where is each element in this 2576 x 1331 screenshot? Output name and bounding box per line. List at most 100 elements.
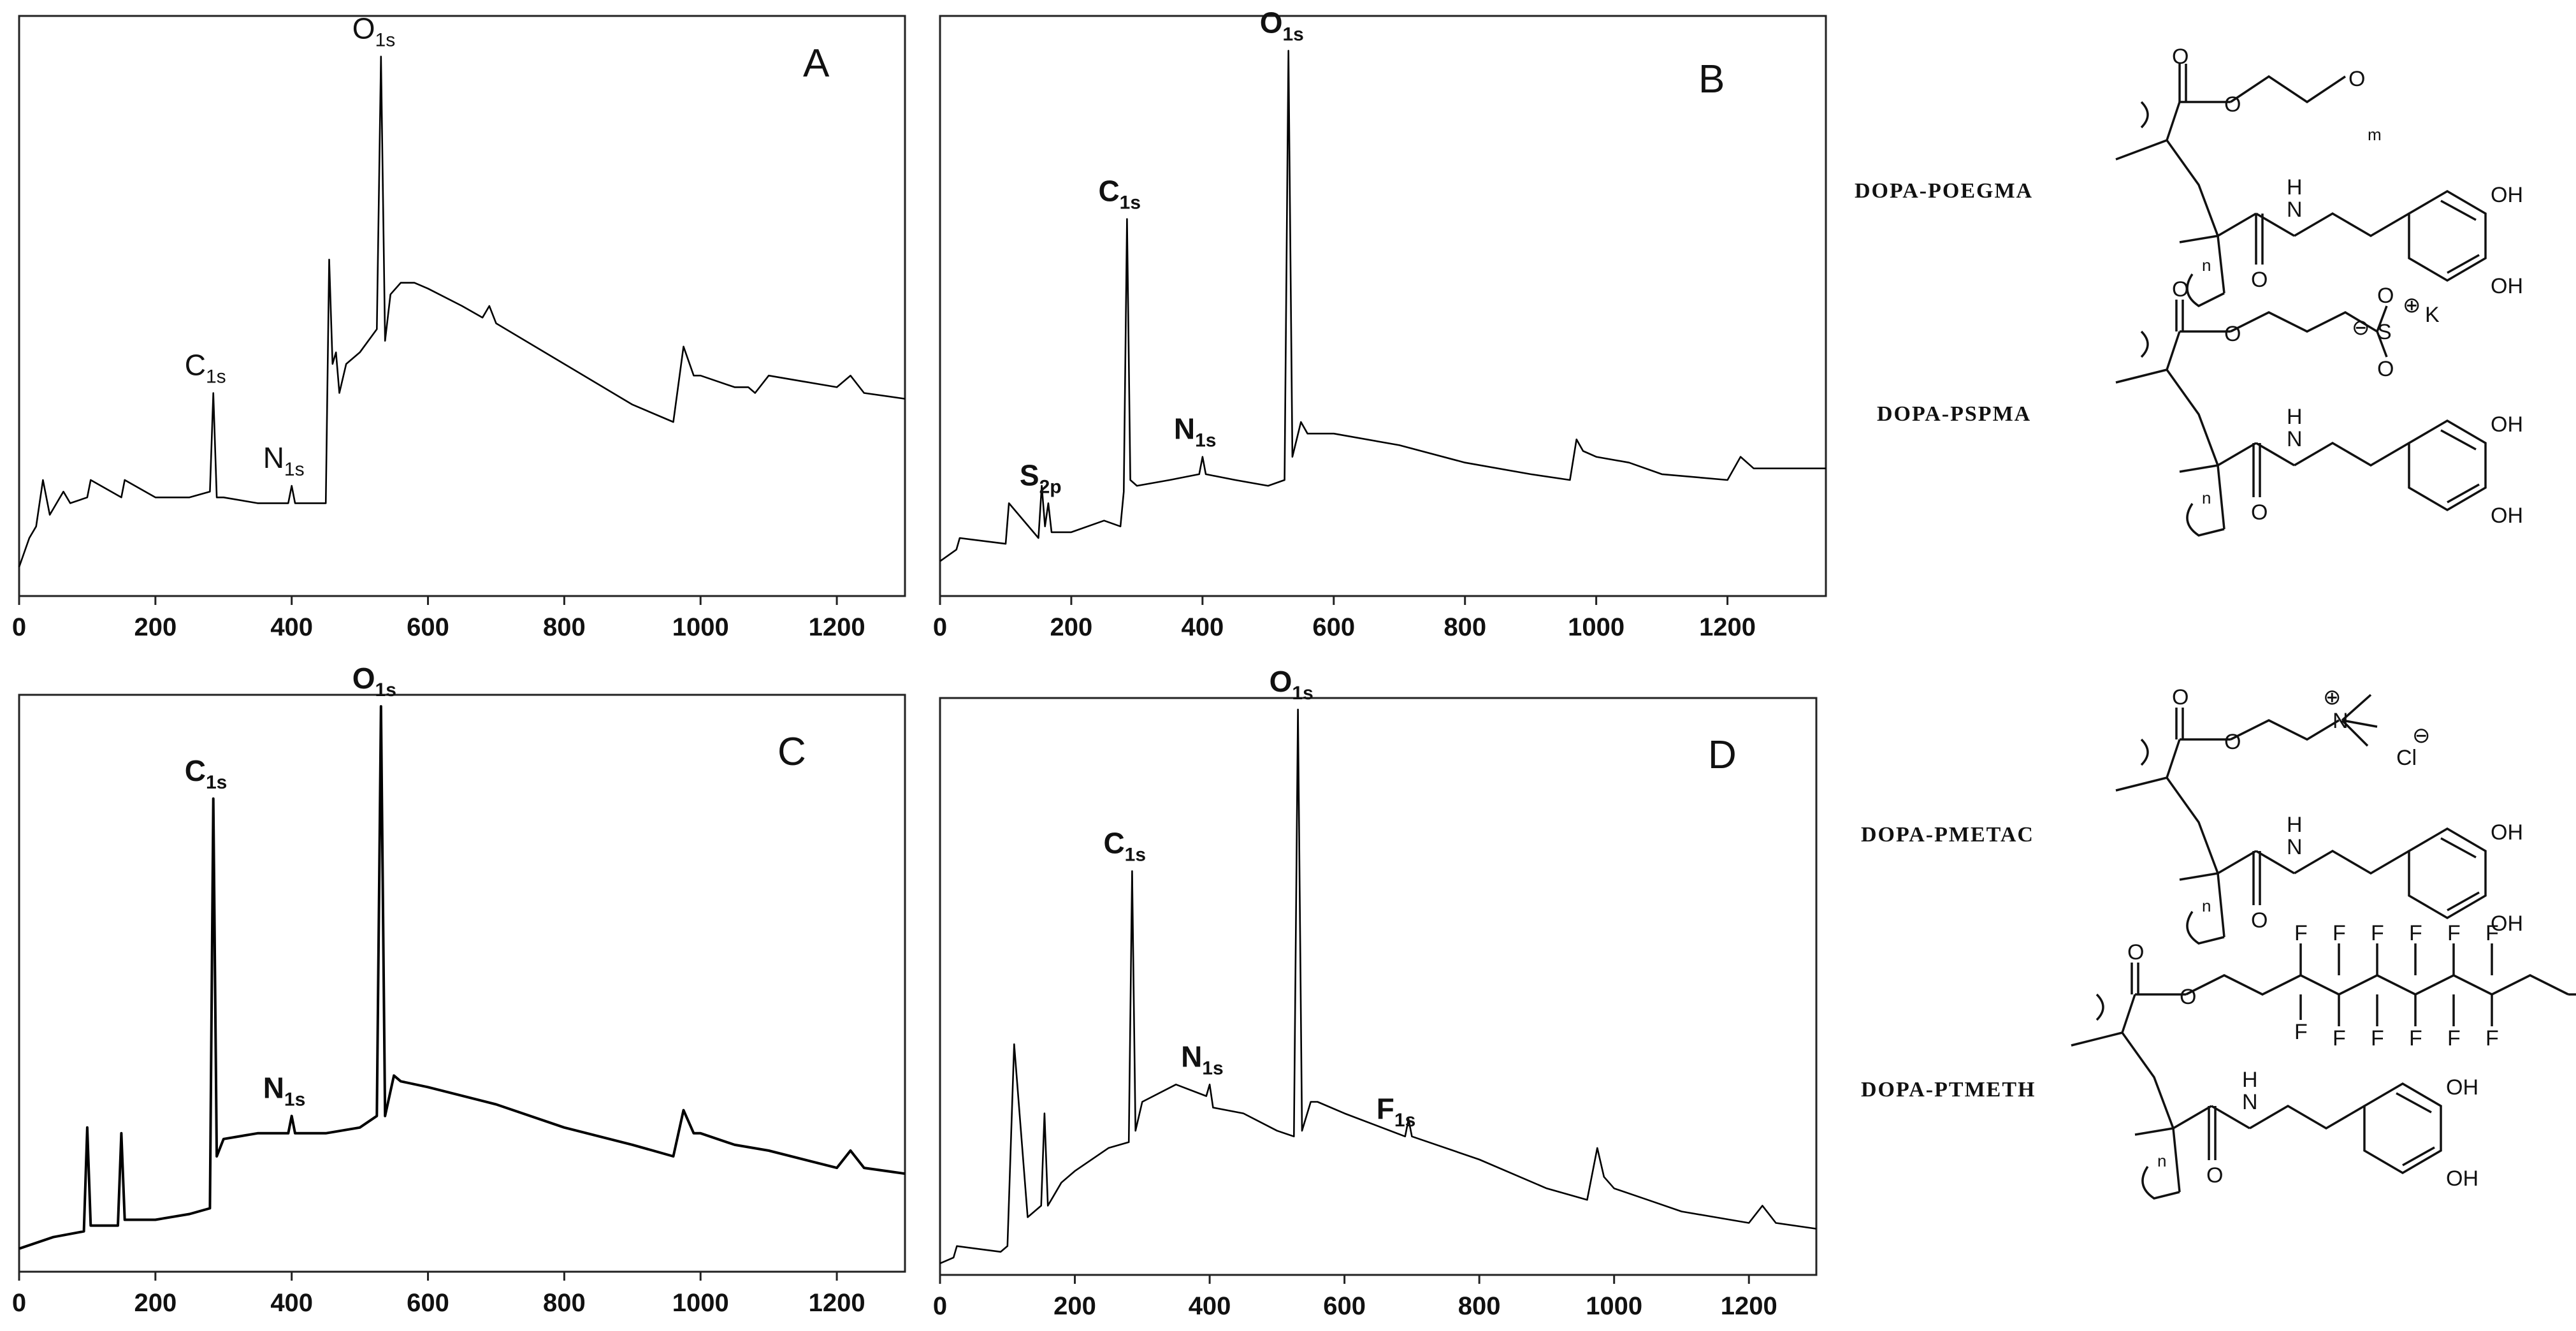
label: O [2172, 277, 2189, 302]
fluorine-label: F [2486, 921, 2499, 945]
peak-label: O1s [352, 12, 395, 51]
label: N [2242, 1090, 2258, 1114]
peak-label: S2p [1020, 458, 1062, 497]
fluorine-label: F [2409, 1026, 2422, 1051]
label: N [2333, 709, 2348, 733]
peak-label: N1s [1181, 1040, 1224, 1079]
plot-frame [939, 697, 1818, 1276]
panel-letter: D [1708, 733, 1737, 777]
label: O [2251, 500, 2268, 525]
label: OH [2491, 820, 2523, 845]
x-tick-label: 0 [12, 1289, 26, 1317]
label: Cl [2396, 746, 2417, 770]
label: OH [2491, 912, 2523, 936]
peak-label: C1s [185, 349, 226, 388]
label: OH [2446, 1075, 2478, 1100]
label: n [2202, 256, 2211, 275]
x-tick-label: 600 [1312, 613, 1355, 641]
label: O [2172, 685, 2189, 709]
x-tick-label: 1200 [1721, 1292, 1777, 1320]
x-tick-label: 1200 [809, 1289, 865, 1317]
fluorine-label: F [2371, 1026, 2384, 1051]
peak-label: O1s [352, 662, 396, 701]
x-tick-label: 200 [134, 1289, 177, 1317]
fluorine-label: F [2294, 921, 2308, 945]
peak-label-subscript: 1s [1394, 1110, 1415, 1131]
x-tick-label: 0 [933, 1292, 947, 1320]
panel-letter: A [803, 41, 830, 85]
label: m [2368, 125, 2382, 144]
label: O [2377, 357, 2394, 381]
structure-name: DOPA-PTMETH [1861, 1078, 2036, 1102]
structure-dopa-ptmeth: DOPA-PTMETH O O F F F F F F F F F F F F … [1861, 921, 2576, 1200]
label: N [2287, 835, 2303, 859]
spectrum-line [18, 55, 906, 567]
peak-label: N1s [1174, 412, 1217, 451]
label: H [2287, 813, 2303, 837]
x-tick-label: 800 [1458, 1292, 1501, 1320]
fluorine-label: F [2371, 921, 2384, 945]
label: O [2348, 67, 2365, 91]
x-tick-label: 1200 [809, 613, 865, 641]
structure-dopa-poegma: DOPA-POEGMA O O O m n H N O OH OH [1855, 45, 2523, 308]
label: n [2202, 896, 2211, 915]
peak-label: C1s [185, 754, 228, 793]
x-tick-label: 200 [1053, 1292, 1096, 1320]
peak-label-subscript: 1s [375, 30, 396, 51]
peak-label: O1s [1270, 665, 1313, 704]
label: n [2157, 1151, 2166, 1170]
label: O [2224, 92, 2241, 117]
label: N [2287, 427, 2303, 451]
peak-label-subscript: 1s [1195, 430, 1216, 451]
x-tick-label: 600 [407, 613, 449, 641]
panel-a: 0 200 400 600 800 1000 1200 A C1s N1s O1s [12, 12, 906, 641]
spectrum-line [939, 50, 1826, 562]
structure-name: DOPA-PSPMA [1877, 402, 2031, 426]
label: OH [2491, 183, 2523, 207]
label: O [2251, 908, 2268, 933]
x-tick-label: 1000 [1568, 613, 1624, 641]
x-tick-label: 200 [134, 613, 177, 641]
panel-d: 0 200 400 600 800 1000 1200 D C1s N1s O1s F1s [933, 665, 1818, 1320]
label: OH [2491, 274, 2523, 298]
structure-dopa-pspma: DOPA-PSPMA O O S O O ⊕ K ⊖ n H N O OH OH [1877, 277, 2523, 537]
label: H [2242, 1068, 2258, 1092]
x-tick-label: 400 [270, 613, 313, 641]
panel-c: 0 200 400 600 800 1000 1200 C C1s N1s O1s [12, 662, 906, 1317]
label: O [2206, 1163, 2223, 1188]
label: N [2287, 198, 2303, 222]
label: OH [2491, 504, 2523, 528]
peak-label-subscript: 1s [1120, 193, 1141, 214]
label: K [2425, 303, 2440, 327]
label: O [2377, 284, 2394, 308]
x-tick-label: 400 [1189, 1292, 1231, 1320]
label: ⊕ [2403, 293, 2421, 317]
x-tick-label: 400 [270, 1289, 313, 1317]
peak-label-subscript: 1s [1292, 683, 1313, 704]
peak-label-subscript: 1s [206, 772, 227, 793]
x-tick-label: 800 [1444, 613, 1486, 641]
peak-label-subscript: 1s [1125, 845, 1146, 866]
fluorine-label: F [2333, 921, 2346, 945]
label: S [2377, 320, 2392, 344]
x-tick-label: 400 [1181, 613, 1224, 641]
label: H [2287, 175, 2303, 200]
label: O [2127, 940, 2144, 964]
peak-label-subscript: 1s [1202, 1058, 1223, 1079]
peak-label: C1s [1103, 827, 1146, 866]
fluorine-label: F [2294, 1020, 2308, 1044]
label: O [2224, 322, 2241, 346]
fluorine-label: F [2447, 921, 2461, 945]
x-tick-label: 1000 [1586, 1292, 1642, 1320]
x-tick-label: 600 [1323, 1292, 1366, 1320]
peak-label-subscript: 2p [1039, 476, 1062, 497]
plot-frame [939, 15, 1827, 597]
fluorine-label: F [2333, 1026, 2346, 1051]
label: ⊖ [2352, 316, 2370, 340]
plot-frame [18, 694, 906, 1273]
plot-frame [18, 15, 906, 597]
peak-label-subscript: 1s [375, 680, 396, 701]
spectrum-line [18, 705, 906, 1250]
panel-letter: B [1698, 57, 1725, 101]
